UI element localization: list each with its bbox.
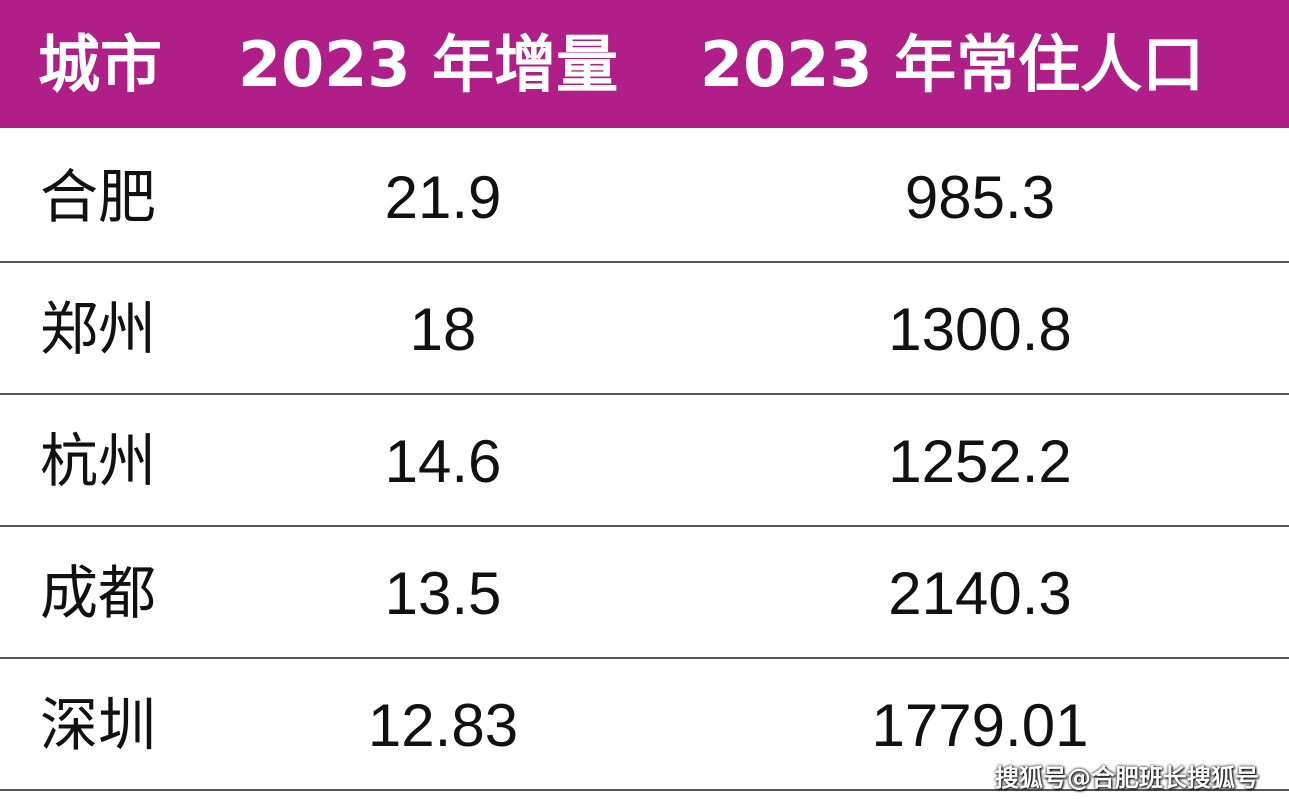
header-cell: 城市: [38, 28, 163, 101]
row-divider: [0, 261, 1289, 263]
row-divider: [0, 657, 1289, 659]
value-cell: 985.3: [904, 164, 1056, 231]
value-cell: 18: [409, 296, 477, 363]
value-cell: 12.83: [367, 692, 519, 759]
row-divider: [0, 789, 1289, 791]
city-cell: 成都: [40, 559, 157, 627]
city-cell: 深圳: [40, 691, 157, 759]
header-cell: 2023 年增量: [238, 28, 619, 101]
value-cell: 13.5: [384, 560, 502, 627]
city-cell: 郑州: [40, 295, 157, 363]
row-divider: [0, 525, 1289, 527]
city-cell: 合肥: [40, 163, 157, 231]
header-cell: 2023 年常住人口: [700, 28, 1205, 101]
value-cell: 14.6: [384, 428, 502, 495]
watermark: 搜狐号@合肥班长搜狐号: [995, 764, 1259, 792]
value-cell: 21.9: [384, 164, 502, 231]
value-cell: 1252.2: [888, 428, 1072, 495]
header-bar: [0, 0, 1289, 128]
value-cell: 1779.01: [871, 692, 1089, 759]
value-cell: 1300.8: [888, 296, 1072, 363]
row-divider: [0, 393, 1289, 395]
value-cell: 2140.3: [888, 560, 1072, 627]
city-cell: 杭州: [40, 427, 157, 495]
